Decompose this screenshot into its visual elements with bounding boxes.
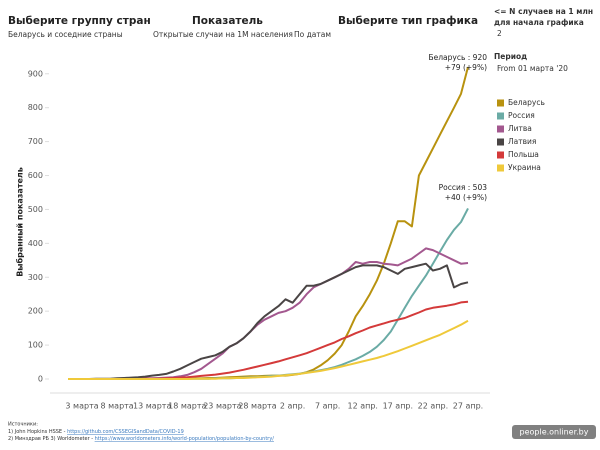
annotation: Беларусь : 920: [428, 53, 487, 62]
x-tick-label: 8 марта: [101, 402, 134, 411]
legend-swatch: [497, 151, 504, 159]
annotation: +40 (+9%): [445, 193, 487, 202]
y-tick-label: 300: [28, 273, 43, 282]
y-tick-label: 400: [28, 239, 43, 248]
filter-label: Показатель: [192, 15, 263, 27]
filter-value[interactable]: По датам: [294, 30, 331, 39]
legend-label: Латвия: [508, 137, 536, 146]
legend-swatch: [497, 125, 504, 133]
legend-swatch: [497, 164, 504, 172]
x-tick-label: 18 марта: [168, 402, 206, 411]
y-tick-label: 0: [38, 375, 43, 384]
legend-label: Украина: [508, 163, 541, 172]
threshold-label: для начала графика: [494, 18, 584, 27]
series-line: [68, 319, 469, 380]
series-line: [68, 262, 469, 380]
filter-label: Выберите тип графика: [338, 15, 478, 27]
annotation: Россия : 503: [439, 183, 488, 192]
y-tick-label: 600: [28, 171, 43, 180]
x-tick-label: 28 марта: [238, 402, 276, 411]
filter-value[interactable]: Беларусь и соседние страны: [8, 30, 123, 39]
x-tick-label: 17 апр.: [383, 402, 413, 411]
annotation: +79 (+9%): [445, 63, 487, 72]
legend-swatch: [497, 99, 504, 107]
sources-title: Источники:: [8, 422, 38, 428]
x-tick-label: 22 апр.: [418, 402, 448, 411]
y-tick-label: 500: [28, 205, 43, 214]
y-tick-label: 800: [28, 103, 43, 112]
legend-swatch: [497, 138, 504, 146]
legend-label: Беларусь: [508, 98, 545, 107]
y-tick-label: 100: [28, 341, 43, 350]
source: 1) John Hopkins HSSE - https://github.co…: [8, 429, 184, 435]
period-label: Период: [494, 52, 527, 61]
legend-swatch: [497, 112, 504, 120]
filter-label: Выберите группу стран: [8, 15, 151, 27]
legend-label: Россия: [508, 111, 535, 120]
series-line: [68, 66, 469, 380]
legend-label: Польша: [508, 150, 539, 159]
x-tick-label: 27 апр.: [453, 402, 483, 411]
filter-value[interactable]: Открытые случаи на 1М населения: [153, 30, 293, 39]
source-text: 1) John Hopkins HSSE -: [8, 429, 67, 435]
watermark-bg: [512, 425, 596, 439]
threshold-label: <= N случаев на 1 млн: [494, 7, 593, 16]
y-axis-label: Выбранный показатель: [15, 167, 25, 277]
x-tick-label: 2 апр.: [280, 402, 305, 411]
x-tick-label: 23 марта: [203, 402, 241, 411]
legend-label: Литва: [508, 124, 532, 133]
source: 2) Минздрав РБ 3) Worldometer - https://…: [8, 436, 274, 442]
watermark: people.onliner.by: [520, 428, 589, 437]
y-tick-label: 200: [28, 307, 43, 316]
y-tick-label: 900: [28, 69, 43, 78]
period-value[interactable]: From 01 марта '20: [497, 64, 568, 73]
x-tick-label: 13 марта: [133, 402, 171, 411]
x-tick-label: 3 марта: [65, 402, 98, 411]
threshold-value[interactable]: 2: [497, 29, 502, 38]
y-tick-label: 700: [28, 137, 43, 146]
series-line: [68, 207, 469, 380]
source-link[interactable]: https://github.com/CSSEGISandData/COVID-…: [67, 429, 184, 435]
x-tick-label: 12 апр.: [347, 402, 377, 411]
source-link[interactable]: https://www.worldometers.info/world-popu…: [95, 436, 275, 442]
source-text: 2) Минздрав РБ 3) Worldometer -: [8, 436, 95, 442]
x-tick-label: 7 апр.: [315, 402, 340, 411]
